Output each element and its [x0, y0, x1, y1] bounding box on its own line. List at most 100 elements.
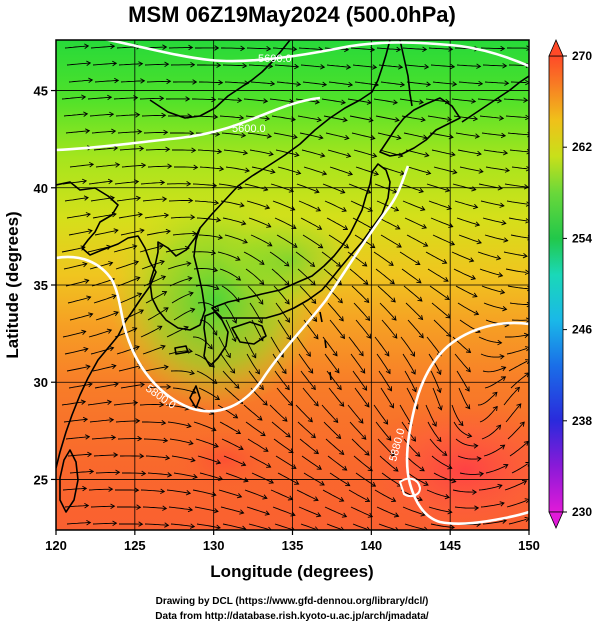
streamline-arrowhead — [370, 243, 376, 249]
streamline-arrowhead — [519, 421, 525, 427]
streamline — [373, 251, 394, 266]
streamline — [454, 200, 478, 208]
streamline — [425, 98, 450, 103]
streamline — [141, 260, 165, 270]
streamline — [170, 216, 195, 219]
streamline-arrowhead — [396, 134, 402, 141]
streamline-arrowhead — [525, 166, 529, 172]
streamline — [90, 347, 114, 355]
streamline — [478, 183, 503, 189]
streamline-arrowhead — [82, 261, 88, 268]
streamline — [66, 365, 90, 372]
streamline-arrowhead — [502, 306, 508, 312]
streamline — [91, 436, 116, 440]
streamline-arrowhead — [139, 382, 145, 388]
streamline — [142, 421, 166, 424]
streamline — [199, 81, 223, 84]
streamline — [248, 370, 264, 390]
streamline — [66, 213, 91, 219]
streamline-arrowhead — [285, 317, 290, 323]
streamline-arrowhead — [398, 64, 404, 70]
streamline-arrowhead — [339, 449, 345, 455]
streamline-arrowhead — [425, 169, 432, 176]
streamline — [377, 132, 401, 139]
streamline-arrowhead — [476, 63, 482, 69]
streamline-arrowhead — [284, 261, 290, 267]
streamline-arrowhead — [217, 475, 224, 481]
streamline-arrowhead — [82, 416, 89, 423]
x-axis-ticks: 120 125 130 135 140 145 150 — [45, 530, 540, 553]
streamline-arrowhead — [288, 448, 294, 454]
streamline — [401, 268, 422, 284]
streamline-arrowhead — [336, 261, 342, 267]
streamline — [404, 370, 417, 392]
streamline — [455, 132, 480, 138]
streamline-arrowhead — [384, 351, 390, 357]
streamline-arrowhead — [418, 99, 424, 105]
streamline-arrowhead — [135, 418, 141, 424]
streamline — [326, 370, 342, 390]
streamline — [217, 404, 238, 419]
streamline — [504, 480, 527, 491]
streamline-arrowhead — [167, 472, 173, 478]
streamline-arrowhead — [503, 237, 509, 243]
streamline — [65, 279, 89, 287]
streamline — [349, 421, 367, 440]
streamline — [300, 370, 316, 390]
streamline — [115, 114, 140, 117]
streamline-arrowhead — [497, 272, 504, 278]
streamline-arrowhead — [411, 436, 417, 442]
streamline — [458, 387, 471, 409]
streamline-arrowhead — [424, 152, 430, 158]
streamline — [145, 291, 167, 304]
streamline-arrowhead — [244, 167, 250, 173]
streamline — [95, 311, 119, 321]
streamline-arrowhead — [85, 434, 91, 440]
streamline-arrowhead — [442, 259, 448, 264]
streamline — [87, 246, 111, 253]
streamline — [92, 62, 117, 66]
streamline — [376, 47, 401, 51]
streamline-arrowhead — [266, 133, 272, 139]
streamline — [61, 401, 86, 406]
streamline — [302, 234, 323, 249]
streamline — [431, 149, 456, 156]
streamline-arrowhead — [133, 260, 140, 266]
colorbar-arrow-bottom — [548, 511, 564, 529]
streamline — [484, 81, 509, 84]
streamline-arrowhead — [392, 99, 398, 105]
streamline — [481, 424, 501, 440]
streamline-arrowhead — [138, 61, 144, 67]
streamline-arrowhead — [106, 244, 112, 251]
streamline — [353, 455, 373, 472]
streamline-arrowhead — [313, 496, 319, 502]
streamline-arrowhead — [366, 99, 372, 105]
streamline — [480, 353, 504, 358]
streamline-arrowhead — [342, 117, 348, 123]
streamline-arrowhead — [523, 97, 529, 103]
streamline-arrowhead — [370, 481, 377, 487]
streamline — [355, 319, 372, 339]
colorbar-ticks: 230 238 246 254 262 270 — [563, 49, 592, 519]
streamline — [115, 261, 139, 270]
streamline-arrowhead — [447, 509, 453, 515]
streamline — [193, 268, 218, 272]
streamline-arrowhead — [391, 315, 397, 321]
streamline-arrowhead — [159, 95, 165, 102]
streamline-arrowhead — [366, 188, 372, 194]
streamline — [379, 149, 403, 157]
streamline — [167, 262, 191, 270]
streamline-arrowhead — [211, 96, 217, 103]
streamline-arrowhead — [387, 386, 392, 392]
streamline-arrowhead — [241, 525, 247, 530]
streamline-arrowhead — [524, 498, 529, 504]
streamline — [297, 268, 316, 286]
streamline-arrowhead — [136, 504, 142, 510]
streamline — [507, 132, 529, 136]
streamline-arrowhead — [436, 387, 442, 394]
streamline-arrowhead — [465, 404, 471, 410]
streamline-arrowhead — [372, 64, 378, 70]
streamline-arrowhead — [282, 416, 288, 422]
streamline — [193, 115, 218, 118]
streamline-arrowhead — [189, 369, 195, 376]
